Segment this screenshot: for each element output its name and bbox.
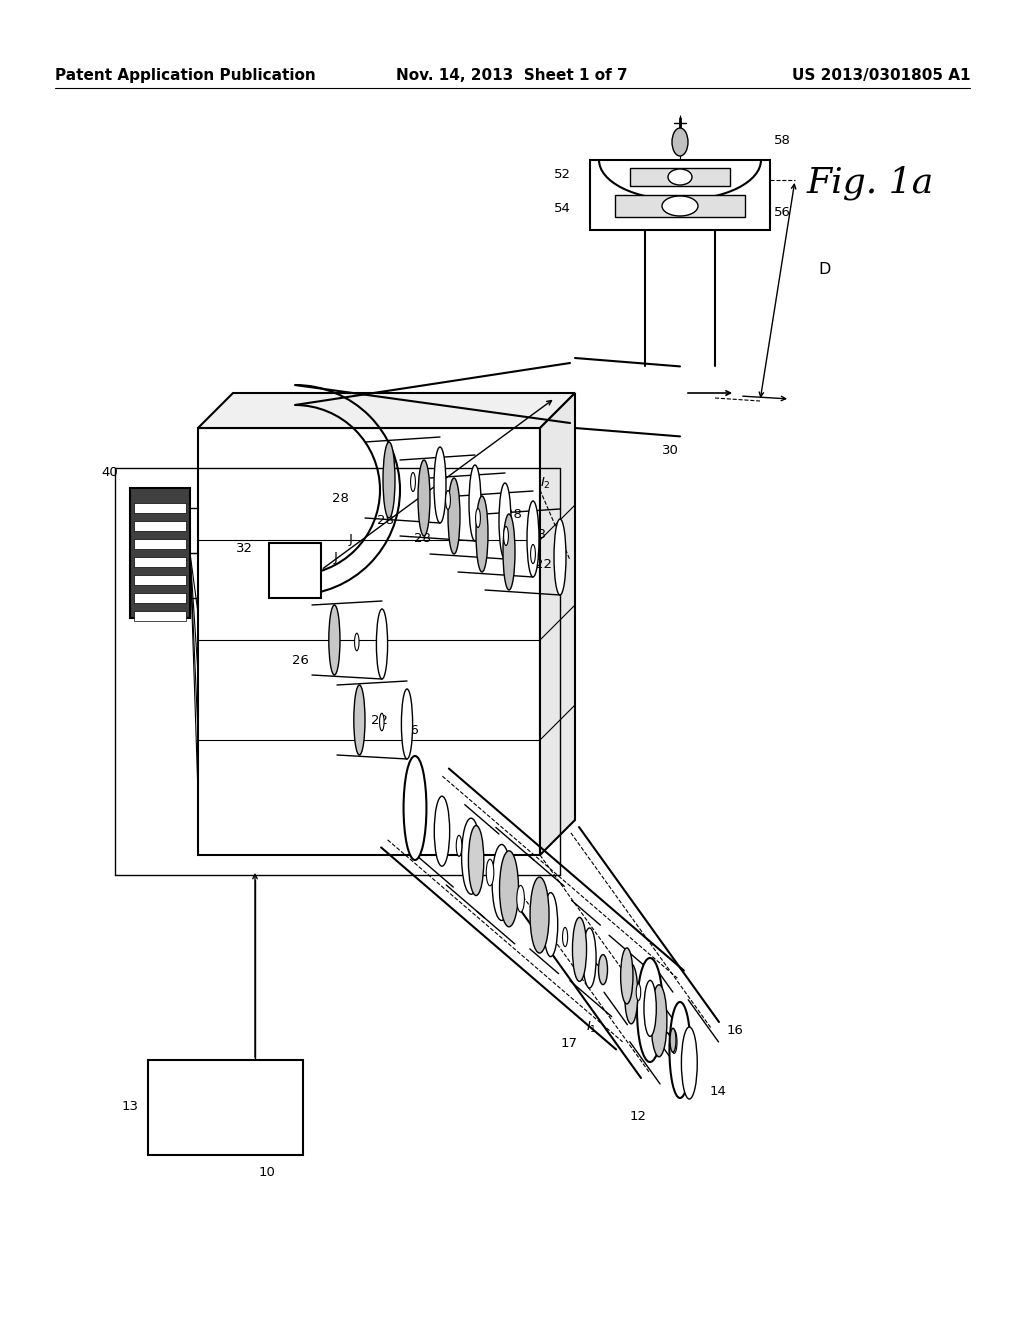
Ellipse shape (434, 447, 446, 523)
Ellipse shape (499, 483, 511, 558)
Text: 17: 17 (560, 1038, 578, 1051)
Bar (134, 593, 186, 603)
Ellipse shape (621, 948, 633, 1005)
Ellipse shape (380, 713, 384, 731)
Bar (590, 160, 770, 230)
Ellipse shape (493, 845, 511, 920)
Ellipse shape (475, 508, 480, 528)
Bar (615, 195, 745, 216)
Ellipse shape (468, 825, 483, 895)
Ellipse shape (403, 756, 426, 861)
Text: 58: 58 (773, 133, 791, 147)
Ellipse shape (449, 478, 460, 554)
Bar (134, 611, 186, 620)
Polygon shape (540, 393, 575, 855)
Text: 28: 28 (414, 532, 430, 544)
Ellipse shape (625, 964, 638, 1024)
Ellipse shape (637, 958, 663, 1063)
Ellipse shape (651, 985, 667, 1057)
Text: 26: 26 (401, 723, 419, 737)
Ellipse shape (383, 442, 395, 517)
Text: 14: 14 (710, 1085, 727, 1098)
Ellipse shape (462, 818, 480, 894)
Ellipse shape (544, 892, 558, 957)
Ellipse shape (681, 1027, 697, 1100)
Ellipse shape (598, 954, 607, 985)
Text: D: D (819, 263, 831, 277)
Text: US 2013/0301805 A1: US 2013/0301805 A1 (792, 69, 970, 83)
Ellipse shape (572, 917, 587, 981)
Text: 22: 22 (535, 558, 552, 572)
Text: 12: 12 (630, 1110, 647, 1123)
Ellipse shape (517, 886, 524, 912)
Text: 22: 22 (372, 714, 388, 726)
Text: Fig. 1a: Fig. 1a (806, 165, 934, 199)
Ellipse shape (554, 519, 566, 595)
Ellipse shape (457, 836, 462, 857)
Text: 28: 28 (332, 491, 348, 504)
Ellipse shape (411, 473, 416, 491)
Text: $I_1$: $I_1$ (587, 1020, 597, 1035)
Text: 28: 28 (377, 513, 393, 527)
Ellipse shape (583, 928, 596, 987)
Polygon shape (198, 393, 575, 428)
Text: $I_2$: $I_2$ (540, 475, 551, 491)
Bar (134, 503, 186, 513)
Ellipse shape (434, 796, 450, 866)
Ellipse shape (329, 605, 340, 675)
Ellipse shape (445, 491, 451, 510)
Text: 28: 28 (528, 528, 546, 541)
Ellipse shape (670, 1028, 676, 1052)
Ellipse shape (469, 465, 481, 541)
Text: 28: 28 (505, 508, 521, 521)
Text: 56: 56 (773, 206, 791, 219)
Text: Patent Application Publication: Patent Application Publication (55, 69, 315, 83)
Bar (269, 543, 321, 598)
Bar (198, 428, 540, 855)
Ellipse shape (401, 689, 413, 759)
Ellipse shape (476, 496, 488, 572)
Text: J: J (334, 552, 338, 565)
Bar (630, 168, 730, 186)
Ellipse shape (672, 128, 688, 156)
Ellipse shape (377, 609, 388, 678)
Text: 10: 10 (259, 1167, 275, 1180)
Ellipse shape (354, 634, 359, 651)
Ellipse shape (672, 1031, 677, 1053)
Ellipse shape (418, 459, 430, 536)
Ellipse shape (527, 502, 539, 577)
Text: 13: 13 (122, 1101, 138, 1114)
Text: 26: 26 (292, 653, 308, 667)
Bar (130, 488, 190, 618)
Text: 16: 16 (727, 1023, 743, 1036)
Ellipse shape (504, 527, 508, 545)
Ellipse shape (644, 981, 656, 1036)
Text: 52: 52 (554, 169, 570, 181)
Text: 40: 40 (101, 466, 119, 479)
Ellipse shape (354, 685, 365, 755)
Ellipse shape (670, 1002, 690, 1098)
Bar (134, 557, 186, 568)
Text: 54: 54 (554, 202, 570, 214)
Ellipse shape (662, 195, 698, 216)
Ellipse shape (503, 513, 515, 590)
Ellipse shape (486, 859, 494, 886)
Bar (134, 539, 186, 549)
Ellipse shape (668, 169, 692, 185)
Ellipse shape (636, 983, 641, 1001)
Text: J: J (349, 533, 353, 546)
Text: 32: 32 (236, 541, 253, 554)
Text: Nov. 14, 2013  Sheet 1 of 7: Nov. 14, 2013 Sheet 1 of 7 (396, 69, 628, 83)
Text: 30: 30 (662, 444, 679, 457)
Ellipse shape (530, 544, 536, 564)
Bar (134, 521, 186, 531)
Ellipse shape (562, 928, 567, 946)
Bar (134, 576, 186, 585)
Ellipse shape (500, 851, 518, 927)
Ellipse shape (530, 876, 549, 953)
Bar (148, 1060, 303, 1155)
